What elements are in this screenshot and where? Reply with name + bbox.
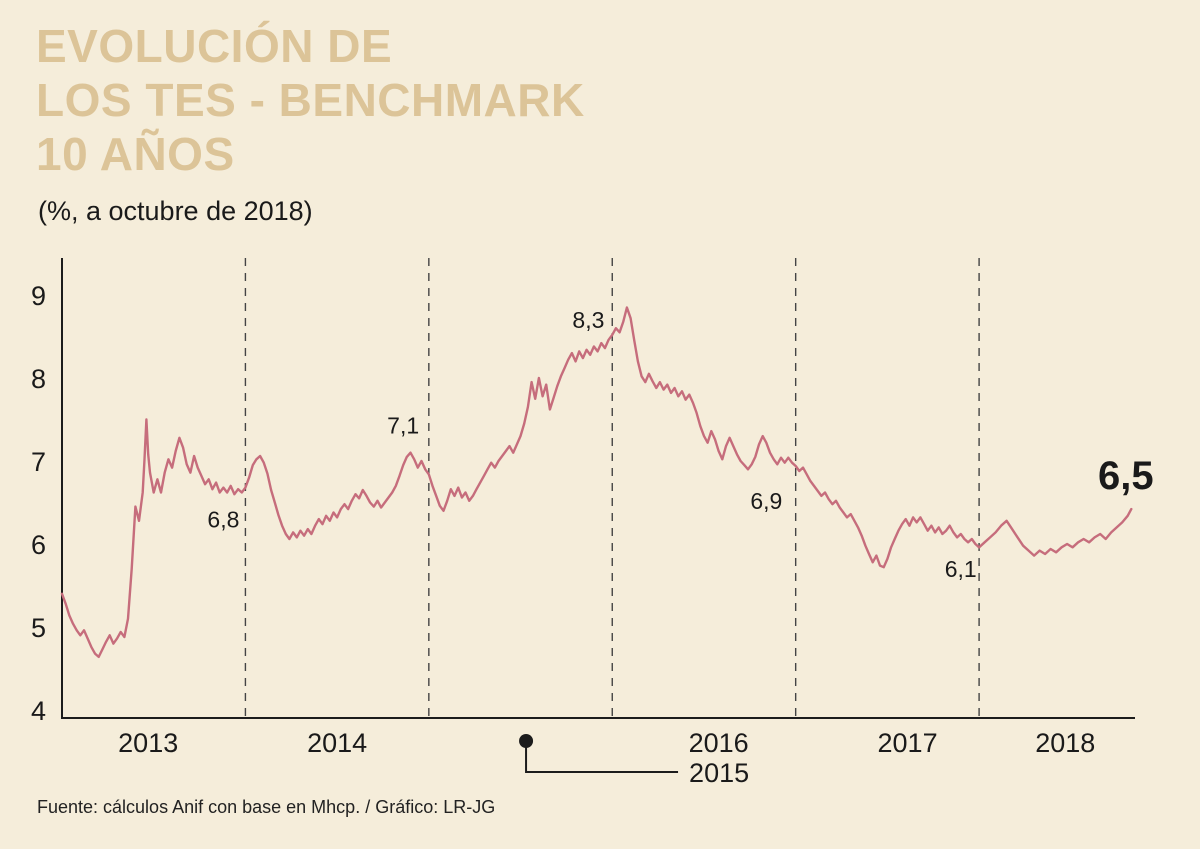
latest-value-label: 6,5 xyxy=(1098,454,1154,498)
source-text: Fuente: cálculos Anif con base en Mhcp. … xyxy=(37,797,496,817)
chart-footer: Fuente: cálculos Anif con base en Mhcp. … xyxy=(37,797,495,818)
value-annotation: 6,8 xyxy=(207,506,239,532)
value-annotation: 6,9 xyxy=(750,488,782,514)
tes-series-line xyxy=(60,306,1133,659)
x-tick-label: 2013 xyxy=(118,728,178,758)
y-tick-label: 8 xyxy=(31,364,46,394)
y-tick-label: 6 xyxy=(31,530,46,560)
chart-title: EVOLUCIÓN DE LOS TES - BENCHMARK 10 AÑOS xyxy=(36,20,585,181)
chart-title-line1: EVOLUCIÓN DE xyxy=(36,20,393,72)
x-tick-label: 2018 xyxy=(1035,728,1095,758)
callout-2015-label: 2015 xyxy=(689,758,749,788)
x-tick-label: 2014 xyxy=(307,728,367,758)
x-tick-label: 2016 xyxy=(689,728,749,758)
callout-2015-leader xyxy=(525,741,679,773)
value-annotation: 8,3 xyxy=(572,307,604,333)
y-tick-label: 7 xyxy=(31,447,46,477)
value-annotation: 7,1 xyxy=(387,413,419,439)
y-tick-label: 9 xyxy=(31,281,46,311)
y-tick-label: 4 xyxy=(31,696,46,726)
chart-title-line2: LOS TES - BENCHMARK xyxy=(36,73,585,126)
chart-subtitle: (%, a octubre de 2018) xyxy=(38,196,313,226)
value-annotation: 6,1 xyxy=(945,556,977,582)
y-tick-label: 5 xyxy=(31,613,46,643)
chart-title-line3: 10 AÑOS xyxy=(36,127,235,180)
x-tick-label: 2017 xyxy=(878,728,938,758)
